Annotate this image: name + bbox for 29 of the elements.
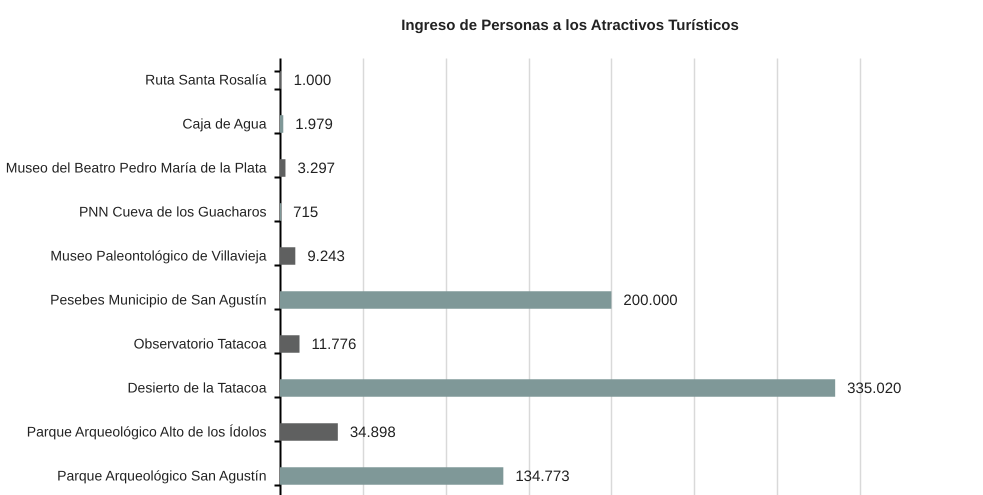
bar (280, 467, 504, 485)
data-label: 34.898 (350, 424, 396, 441)
data-label: 9.243 (307, 248, 345, 265)
y-tick-label: Caja de Agua (182, 116, 267, 132)
data-label: 200.000 (623, 292, 678, 309)
y-tick-label: PNN Cueva de los Guacharos (78, 204, 266, 220)
data-label: 715 (293, 204, 318, 221)
y-tick-label: Pesebes Municipio de San Agustín (50, 292, 266, 308)
y-tick-label: Museo del Beatro Pedro María de la Plata (6, 160, 267, 176)
y-tick-label: Observatorio Tatacoa (134, 336, 267, 352)
y-tick-label: Museo Paleontológico de Villavieja (50, 248, 267, 264)
bar (280, 115, 284, 133)
data-label: 11.776 (312, 336, 356, 353)
data-label: 1.979 (295, 116, 333, 133)
y-tick-label: Parque Arqueológico Alto de los Ídolos (26, 424, 266, 440)
data-label: 1.000 (294, 72, 332, 89)
bar (280, 423, 338, 441)
bar (280, 335, 300, 353)
data-label: 3.297 (297, 160, 336, 177)
data-label: 335.020 (847, 380, 902, 397)
bar (280, 247, 296, 265)
bar (280, 291, 612, 309)
y-tick-label: Desierto de la Tatacoa (127, 380, 267, 396)
data-label: 134.773 (515, 468, 570, 485)
y-tick-label: Ruta Santa Rosalía (145, 72, 267, 88)
chart-title: Ingreso de Personas a los Atractivos Turísticos (401, 17, 739, 34)
bar (280, 159, 286, 177)
y-tick-label: Parque Arqueológico San Agustín (57, 468, 266, 484)
bar (280, 379, 836, 397)
